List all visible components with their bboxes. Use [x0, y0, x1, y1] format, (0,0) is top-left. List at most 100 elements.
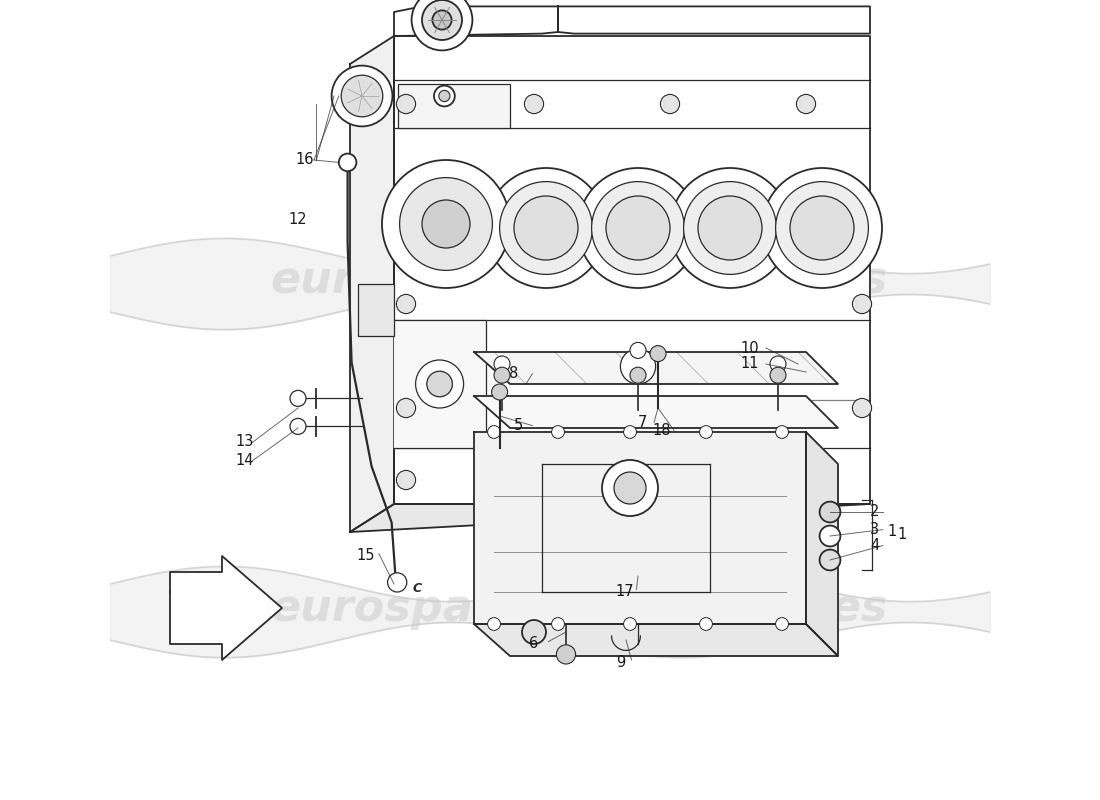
Circle shape [700, 618, 713, 630]
Circle shape [776, 426, 789, 438]
Polygon shape [474, 396, 838, 428]
Circle shape [630, 367, 646, 383]
Circle shape [770, 356, 786, 372]
Circle shape [331, 66, 393, 126]
Polygon shape [394, 320, 486, 448]
Circle shape [620, 349, 656, 384]
Circle shape [487, 618, 500, 630]
Circle shape [416, 360, 463, 408]
Circle shape [650, 346, 666, 362]
Circle shape [399, 178, 493, 270]
Circle shape [551, 618, 564, 630]
Circle shape [551, 426, 564, 438]
Circle shape [700, 426, 713, 438]
Circle shape [487, 426, 500, 438]
Circle shape [602, 460, 658, 516]
Text: 17: 17 [616, 585, 635, 599]
Text: 12: 12 [288, 213, 307, 227]
Circle shape [820, 502, 840, 522]
Text: eurospares: eurospares [606, 258, 888, 302]
Polygon shape [350, 504, 870, 532]
Circle shape [387, 573, 407, 592]
Circle shape [494, 367, 510, 383]
Text: 8: 8 [509, 366, 518, 381]
Text: 11: 11 [740, 357, 759, 371]
Text: 1: 1 [898, 527, 906, 542]
Circle shape [578, 168, 698, 288]
Circle shape [770, 367, 786, 383]
Circle shape [525, 94, 543, 114]
Circle shape [432, 10, 452, 30]
Circle shape [557, 645, 575, 664]
Circle shape [762, 168, 882, 288]
Circle shape [341, 75, 383, 117]
Circle shape [439, 90, 450, 102]
Polygon shape [170, 556, 282, 660]
Circle shape [683, 182, 777, 274]
Polygon shape [350, 36, 394, 532]
Circle shape [776, 618, 789, 630]
Circle shape [492, 384, 507, 400]
Polygon shape [806, 432, 838, 656]
Text: eurospares: eurospares [606, 586, 888, 630]
Circle shape [427, 371, 452, 397]
Text: C: C [412, 582, 421, 595]
Circle shape [522, 620, 546, 644]
Circle shape [290, 418, 306, 434]
Text: eurospares: eurospares [270, 258, 551, 302]
Circle shape [290, 390, 306, 406]
Circle shape [494, 356, 510, 372]
Polygon shape [474, 624, 838, 656]
Polygon shape [474, 432, 806, 624]
Text: 9: 9 [616, 655, 625, 670]
Text: 3: 3 [870, 522, 879, 537]
Circle shape [411, 0, 472, 50]
Circle shape [396, 94, 416, 114]
Circle shape [630, 342, 646, 358]
Circle shape [499, 182, 593, 274]
Circle shape [796, 94, 815, 114]
Text: 13: 13 [235, 434, 254, 449]
FancyBboxPatch shape [358, 284, 394, 336]
Text: 15: 15 [356, 549, 375, 563]
Text: 5: 5 [514, 418, 522, 433]
Circle shape [820, 550, 840, 570]
Circle shape [396, 470, 416, 490]
Circle shape [624, 618, 637, 630]
Text: 14: 14 [235, 454, 254, 468]
Polygon shape [394, 36, 870, 504]
Text: 7: 7 [637, 415, 647, 430]
Circle shape [514, 196, 578, 260]
Polygon shape [558, 6, 870, 34]
Text: 1: 1 [888, 525, 896, 539]
Circle shape [592, 182, 684, 274]
Circle shape [396, 398, 416, 418]
Circle shape [698, 196, 762, 260]
Circle shape [852, 294, 871, 314]
Circle shape [422, 200, 470, 248]
Circle shape [382, 160, 510, 288]
Circle shape [606, 196, 670, 260]
Circle shape [614, 472, 646, 504]
Text: 6: 6 [529, 637, 539, 651]
Circle shape [396, 294, 416, 314]
Text: 10: 10 [740, 341, 759, 355]
Polygon shape [474, 352, 838, 384]
Circle shape [660, 94, 680, 114]
Circle shape [820, 526, 840, 546]
Text: 16: 16 [295, 153, 313, 167]
Circle shape [790, 196, 854, 260]
FancyBboxPatch shape [398, 84, 510, 128]
Circle shape [776, 182, 868, 274]
Circle shape [486, 168, 606, 288]
Circle shape [670, 168, 790, 288]
Circle shape [434, 86, 454, 106]
Circle shape [339, 154, 356, 171]
Polygon shape [394, 6, 558, 36]
Text: 18: 18 [652, 423, 671, 438]
Circle shape [624, 426, 637, 438]
Circle shape [852, 398, 871, 418]
Circle shape [422, 0, 462, 40]
Text: eurospares: eurospares [270, 586, 551, 630]
Text: 2: 2 [870, 505, 880, 519]
